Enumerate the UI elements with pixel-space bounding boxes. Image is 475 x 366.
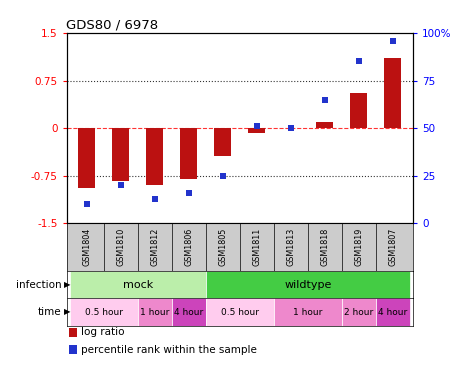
- Text: 0.5 hour: 0.5 hour: [221, 307, 259, 317]
- Bar: [172, 298, 206, 326]
- Text: GSM1812: GSM1812: [151, 228, 160, 266]
- Text: GSM1807: GSM1807: [389, 228, 398, 266]
- Text: GSM1810: GSM1810: [116, 228, 125, 266]
- Text: infection: infection: [16, 280, 62, 290]
- Text: mock: mock: [123, 280, 153, 290]
- Text: 4 hour: 4 hour: [378, 307, 408, 317]
- Bar: [376, 298, 410, 326]
- Text: 0.5 hour: 0.5 hour: [85, 307, 123, 317]
- Bar: [206, 271, 410, 298]
- Text: log ratio: log ratio: [81, 327, 124, 337]
- Text: wildtype: wildtype: [284, 280, 332, 290]
- Text: time: time: [38, 307, 62, 317]
- Bar: [274, 298, 342, 326]
- Bar: [146, 128, 163, 185]
- Text: GSM1818: GSM1818: [320, 228, 329, 266]
- Bar: [351, 93, 367, 128]
- Bar: [78, 128, 95, 188]
- Bar: [248, 128, 266, 132]
- Text: GSM1811: GSM1811: [252, 228, 261, 266]
- Text: GSM1804: GSM1804: [82, 228, 91, 266]
- Bar: [316, 122, 333, 128]
- Bar: [70, 298, 138, 326]
- Text: ▶: ▶: [64, 307, 71, 317]
- Text: GSM1806: GSM1806: [184, 228, 193, 266]
- Bar: [384, 58, 401, 128]
- Bar: [342, 298, 376, 326]
- Text: GDS80 / 6978: GDS80 / 6978: [66, 19, 159, 32]
- Text: ▶: ▶: [64, 280, 71, 289]
- Text: 1 hour: 1 hour: [293, 307, 323, 317]
- Text: 2 hour: 2 hour: [344, 307, 373, 317]
- Bar: [214, 128, 231, 156]
- Text: 1 hour: 1 hour: [140, 307, 170, 317]
- Text: GSM1813: GSM1813: [286, 228, 295, 266]
- Bar: [113, 128, 129, 181]
- Bar: [206, 298, 274, 326]
- Bar: [70, 271, 206, 298]
- Text: 4 hour: 4 hour: [174, 307, 203, 317]
- Bar: [180, 128, 198, 179]
- Text: GSM1805: GSM1805: [218, 228, 228, 266]
- Text: percentile rank within the sample: percentile rank within the sample: [81, 344, 256, 355]
- Text: GSM1819: GSM1819: [354, 228, 363, 266]
- Bar: [138, 298, 172, 326]
